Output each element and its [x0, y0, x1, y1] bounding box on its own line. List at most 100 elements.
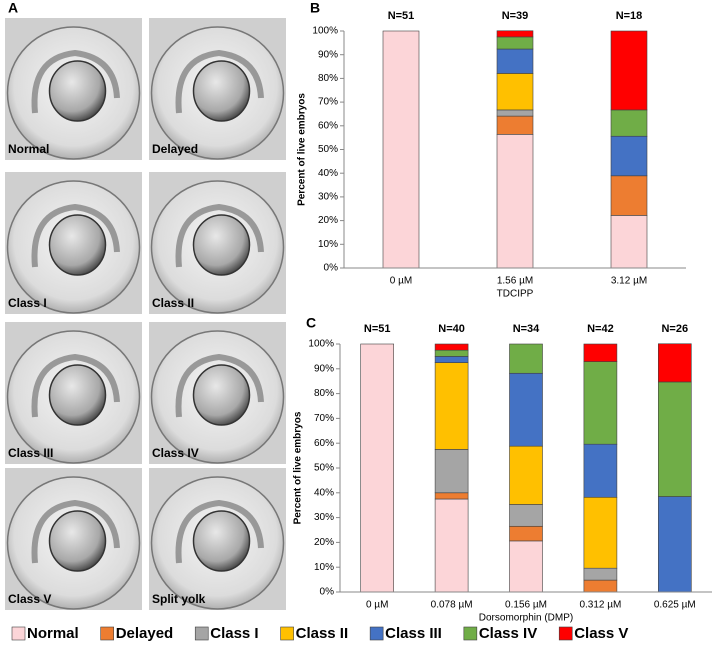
- image-caption: Class IV: [152, 446, 199, 460]
- y-tick-label: 80%: [314, 388, 334, 399]
- bar-segment: [434, 343, 469, 351]
- y-tick-label: 70%: [318, 97, 338, 108]
- x-axis-label: TDCIPP: [497, 289, 534, 300]
- y-tick-label: 20%: [318, 215, 338, 226]
- embryo-body: [31, 49, 120, 114]
- bar-segment: [583, 361, 618, 445]
- bar-segment: [496, 109, 534, 117]
- embryo-body: [175, 353, 264, 418]
- y-tick-label: 10%: [314, 562, 334, 573]
- bar-segment: [583, 567, 618, 581]
- y-tick-label: 100%: [312, 26, 338, 37]
- bar-segment: [610, 175, 648, 216]
- yolk: [192, 364, 251, 426]
- n-annotation: N=34: [513, 323, 540, 335]
- legend-swatch: [463, 626, 478, 641]
- bar-segment: [657, 381, 692, 497]
- bar-segment: [610, 30, 648, 111]
- embryo-body: [31, 203, 120, 268]
- embryo-body: [175, 49, 264, 114]
- x-tick-label: 0 µM: [366, 600, 388, 611]
- panel-label: C: [306, 315, 316, 331]
- legend-swatch: [11, 626, 26, 641]
- bar-segment: [610, 135, 648, 177]
- embryo-body: [175, 203, 264, 268]
- bar-segment: [496, 73, 534, 111]
- x-tick-label: 3.12 µM: [611, 276, 647, 287]
- bar-segment: [610, 109, 648, 137]
- bar-segment: [434, 349, 469, 357]
- bar-segment: [496, 30, 534, 38]
- yolk: [48, 60, 107, 122]
- bar-segment: [610, 215, 648, 269]
- y-tick-label: 60%: [314, 438, 334, 449]
- n-annotation: N=18: [616, 10, 643, 22]
- x-tick-label: 0 µM: [390, 276, 412, 287]
- legend-label: Normal: [27, 625, 79, 642]
- bar-segment: [583, 579, 618, 593]
- y-tick-label: 30%: [318, 192, 338, 203]
- y-tick-label: 0%: [324, 263, 339, 274]
- legend-swatch: [369, 626, 384, 641]
- y-tick-label: 50%: [314, 463, 334, 474]
- y-tick-label: 90%: [314, 363, 334, 374]
- x-tick-label: 0.625 µM: [654, 600, 696, 611]
- bar-segment: [509, 445, 543, 505]
- bar-segment: [496, 48, 534, 74]
- bar-segment: [434, 356, 469, 363]
- legend-swatch: [558, 626, 573, 641]
- x-tick-label: 0.078 µM: [431, 600, 473, 611]
- image-caption: Class II: [152, 296, 194, 310]
- bar-segment: [509, 540, 543, 593]
- image-caption: Delayed: [152, 142, 198, 156]
- bar-segment: [496, 134, 534, 269]
- embryo-body: [175, 499, 264, 564]
- x-tick-label: 0.312 µM: [579, 600, 621, 611]
- y-tick-label: 30%: [314, 512, 334, 523]
- yolk: [48, 214, 107, 276]
- bar-segment: [434, 498, 469, 593]
- legend-label: Class III: [385, 625, 442, 642]
- legend-label: Class II: [296, 625, 349, 642]
- yolk: [192, 510, 251, 572]
- y-tick-label: 10%: [318, 239, 338, 250]
- panel-label: A: [8, 0, 18, 16]
- bar-segment: [382, 30, 420, 269]
- n-annotation: N=39: [502, 10, 529, 22]
- n-annotation: N=51: [364, 323, 391, 335]
- bar-segment: [434, 492, 469, 500]
- x-axis-label: Dorsomorphin (DMP): [479, 613, 573, 624]
- y-tick-label: 70%: [314, 413, 334, 424]
- image-caption: Normal: [8, 142, 49, 156]
- yolk: [48, 364, 107, 426]
- image-caption: Class V: [8, 592, 51, 606]
- bar-segment: [360, 343, 395, 593]
- y-tick-label: 40%: [318, 168, 338, 179]
- legend-label: Class I: [210, 625, 258, 642]
- embryo-body: [31, 499, 120, 564]
- image-caption: Class I: [8, 296, 47, 310]
- y-tick-label: 60%: [318, 120, 338, 131]
- panel-label: B: [310, 0, 320, 16]
- bar-segment: [434, 362, 469, 450]
- embryo-body: [31, 353, 120, 418]
- bar-segment: [583, 343, 618, 362]
- n-annotation: N=40: [438, 323, 465, 335]
- bar-segment: [496, 115, 534, 135]
- x-tick-label: 0.156 µM: [505, 600, 547, 611]
- legend-swatch: [100, 626, 114, 641]
- bar-segment: [434, 449, 469, 494]
- y-tick-label: 20%: [314, 537, 334, 548]
- bar-segment: [583, 443, 618, 498]
- y-tick-label: 90%: [318, 49, 338, 60]
- n-annotation: N=42: [587, 323, 614, 335]
- bar-segment: [657, 343, 692, 383]
- y-tick-label: 100%: [308, 339, 334, 350]
- n-annotation: N=51: [388, 10, 415, 22]
- legend-label: Class V: [574, 625, 628, 642]
- bar-segment: [509, 525, 543, 542]
- legend-label: Delayed: [116, 625, 174, 642]
- bar-segment: [509, 343, 543, 374]
- image-caption: Split yolk: [152, 592, 206, 606]
